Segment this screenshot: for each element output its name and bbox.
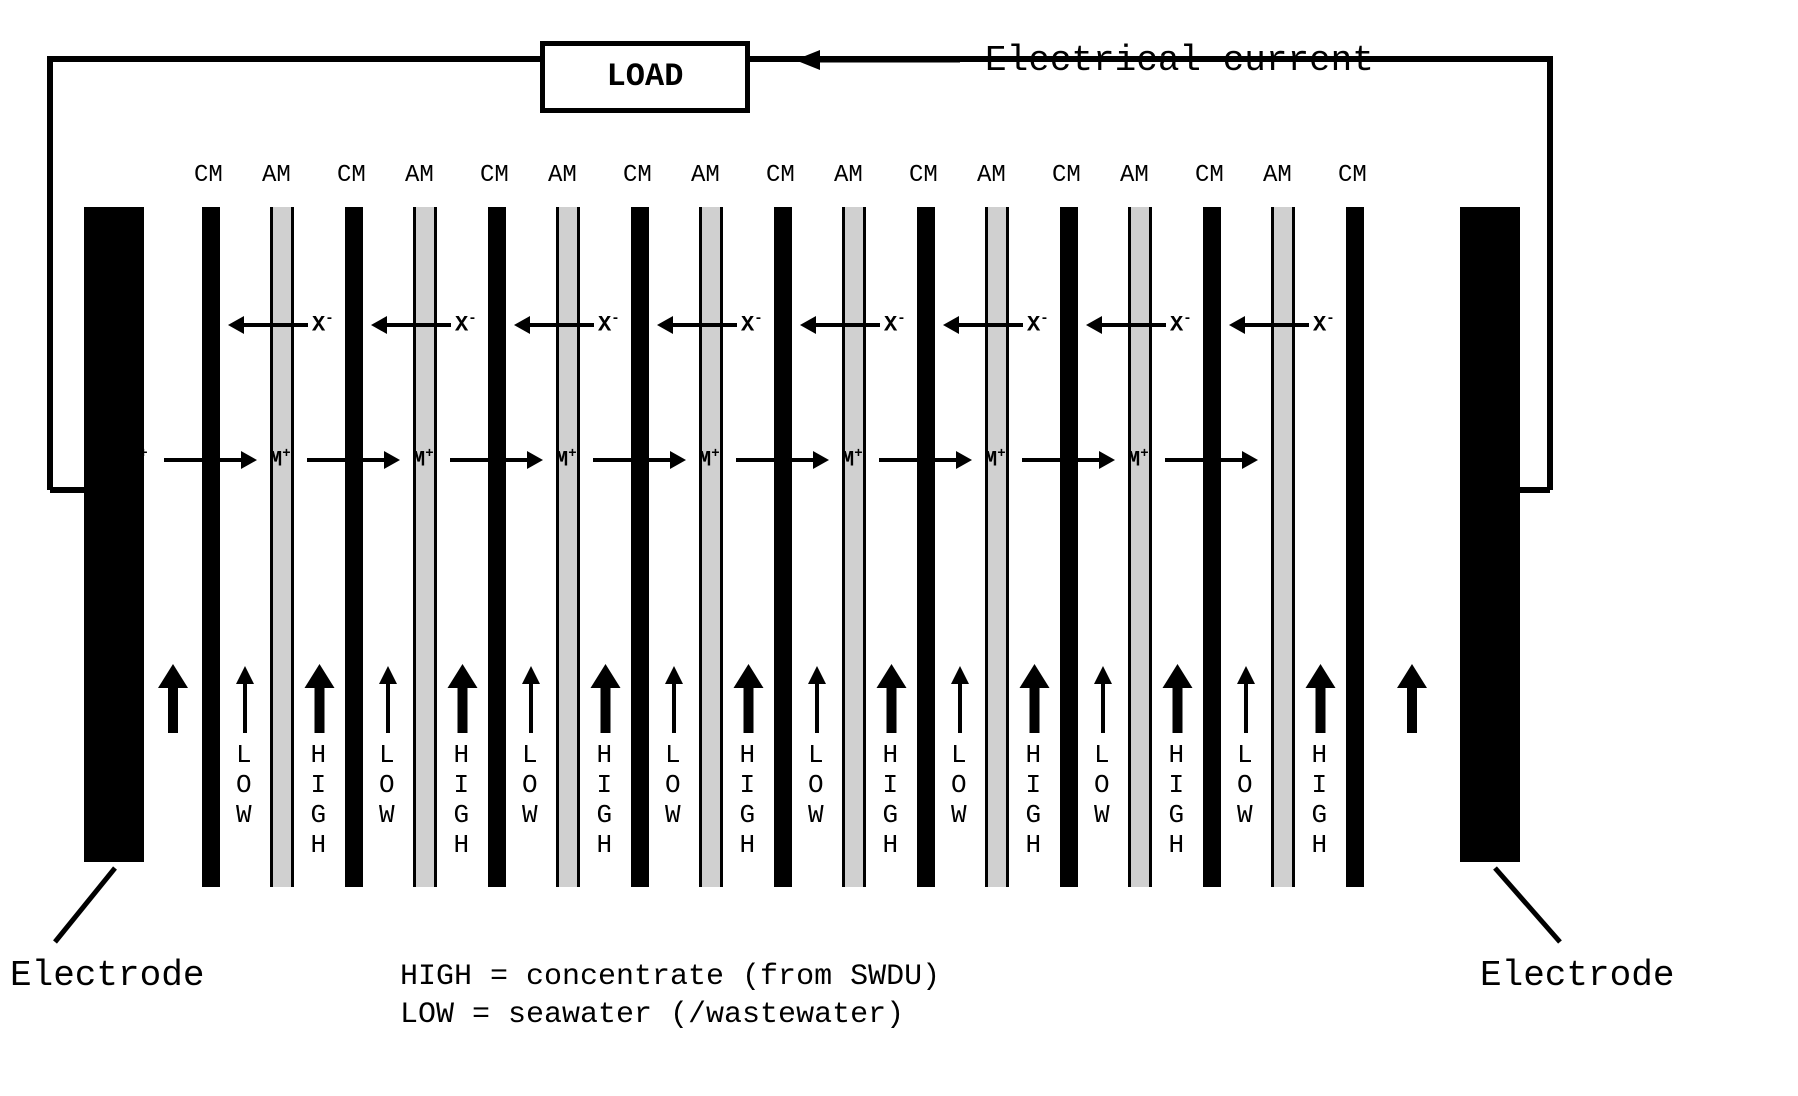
- cation-label: M+: [1127, 446, 1149, 472]
